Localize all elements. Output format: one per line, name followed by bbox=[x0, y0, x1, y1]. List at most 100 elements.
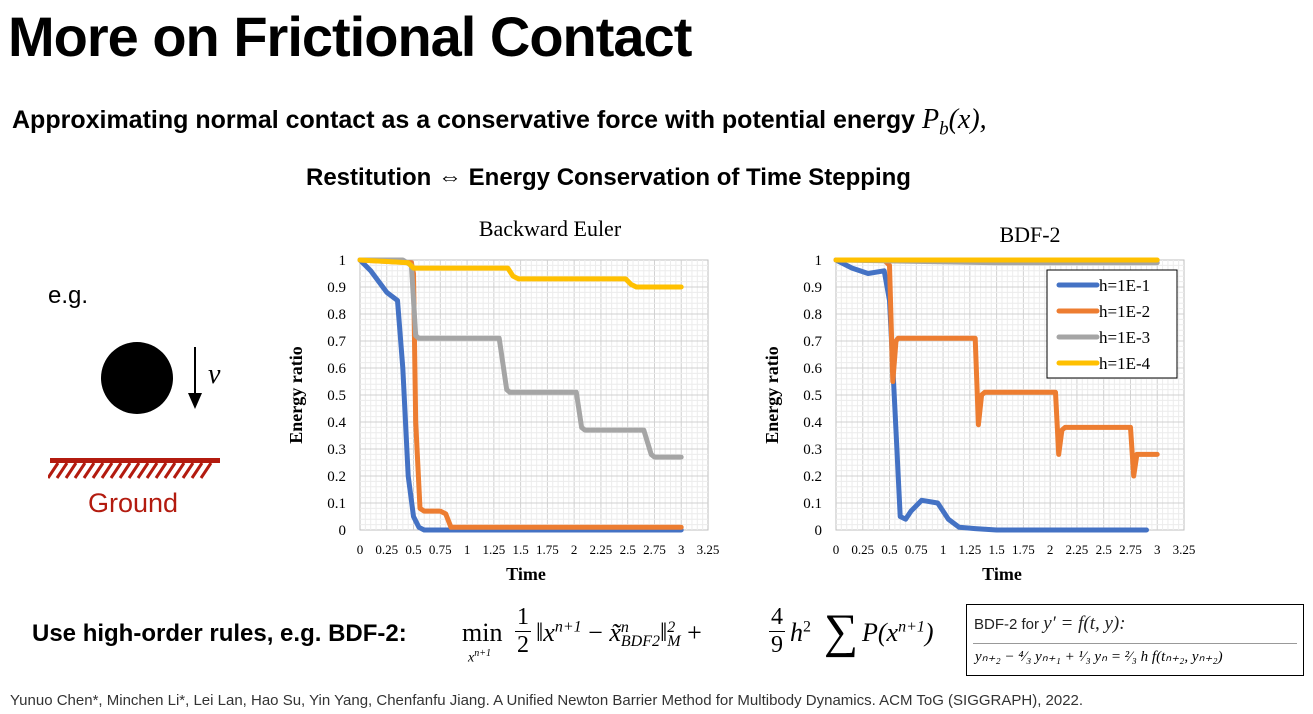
x-tick-label: 0.5 bbox=[405, 542, 421, 557]
x-tick-label: 3 bbox=[1154, 542, 1161, 557]
hatch-mark bbox=[181, 462, 195, 479]
x-tick-label: 2 bbox=[1047, 542, 1054, 557]
bdf2-box-divider bbox=[973, 643, 1297, 644]
formula-potential: P(xn+1) bbox=[862, 618, 934, 647]
hatch-mark bbox=[91, 462, 105, 479]
falling-ball-illustration: v bbox=[101, 342, 221, 414]
ground-line bbox=[50, 458, 220, 463]
x-tick-label: 3.25 bbox=[1173, 542, 1196, 557]
y-tick-label: 0.1 bbox=[803, 496, 822, 512]
x-tick-label: 2 bbox=[571, 542, 578, 557]
y-tick-label: 0.6 bbox=[803, 361, 822, 377]
optimization-formula: min xn+1 1 2 ‖xn+1 − x̃ n BDF2 ‖ 2 M + 4 9 h2… bbox=[462, 600, 962, 670]
x-axis-label: Time bbox=[506, 564, 546, 584]
x-tick-label: 2.25 bbox=[1066, 542, 1089, 557]
formula-four-ninths: 4 9 bbox=[769, 604, 785, 658]
hatch-mark bbox=[109, 462, 123, 479]
bdf2-definition-box: BDF-2 for y′ = f(t, y): yₙ₊₂ − ⁴⁄₃ yₙ₊₁ … bbox=[966, 604, 1304, 676]
x-axis-label: Time bbox=[982, 564, 1022, 584]
y-tick-label: 0.2 bbox=[803, 469, 822, 485]
ground-label: Ground bbox=[88, 488, 179, 518]
formula-half: 1 2 bbox=[515, 604, 531, 658]
y-tick-label: 0.9 bbox=[803, 280, 822, 296]
x-tick-label: 3.25 bbox=[697, 542, 720, 557]
series-line-3 bbox=[357, 257, 684, 460]
hatch-mark bbox=[82, 462, 96, 479]
example-label: e.g. bbox=[48, 282, 89, 309]
backward-euler-chart: 0 0.1 0.2 0.3 0.4 0.5 0.6 0.7 0.8 0.9 1 0 0.25 0.5 0.7… bbox=[286, 253, 720, 584]
series-line-1 bbox=[357, 257, 684, 533]
y-tick-label: 0.7 bbox=[803, 334, 822, 350]
formula-h-squared: h2 bbox=[790, 618, 811, 647]
y-tick-label: 1 bbox=[339, 253, 347, 269]
y-tick-label: 0 bbox=[815, 523, 823, 539]
hatch-mark bbox=[172, 462, 186, 479]
formula-norm-term: ‖xn+1 − x̃ n BDF2 ‖ 2 M + bbox=[536, 618, 702, 651]
x-tick-label: 3 bbox=[678, 542, 685, 557]
x-tick-label: 1.25 bbox=[958, 542, 981, 557]
x-tick-label: 1 bbox=[940, 542, 947, 557]
y-tick-label: 0.1 bbox=[327, 496, 346, 512]
hatch-mark bbox=[199, 462, 213, 479]
legend-label: h=1E-3 bbox=[1099, 328, 1150, 347]
x-tick-label: 0.75 bbox=[905, 542, 928, 557]
hatch-mark bbox=[127, 462, 141, 479]
legend-label: h=1E-1 bbox=[1099, 276, 1150, 295]
x-tick-label: 1.25 bbox=[482, 542, 505, 557]
restitution-heading: Restitution ⇔ Energy Conservation of Tim… bbox=[306, 164, 911, 191]
chart-title-backward-euler: Backward Euler bbox=[478, 216, 622, 241]
x-tick-label: 2.25 bbox=[590, 542, 613, 557]
hatch-mark bbox=[118, 462, 132, 479]
x-tick-label: 0.5 bbox=[881, 542, 897, 557]
x-tick-label: 2.5 bbox=[1096, 542, 1112, 557]
x-tick-label: 1 bbox=[464, 542, 471, 557]
y-axis-label: Energy ratio bbox=[286, 346, 306, 443]
x-tick-label: 2.75 bbox=[1119, 542, 1142, 557]
hatch-mark bbox=[154, 462, 168, 479]
series-line-4 bbox=[357, 257, 684, 290]
y-tick-label: 0.3 bbox=[803, 442, 822, 458]
hatch-mark bbox=[190, 462, 204, 479]
hatch-mark bbox=[55, 462, 69, 479]
x-tick-label: 0 bbox=[357, 542, 364, 557]
y-tick-label: 0.5 bbox=[803, 388, 822, 404]
y-tick-label: 0.7 bbox=[327, 334, 346, 350]
formula-min: min xn+1 bbox=[462, 618, 503, 666]
x-tick-label: 1.75 bbox=[1012, 542, 1035, 557]
y-tick-label: 0.3 bbox=[327, 442, 346, 458]
hatch-mark bbox=[136, 462, 150, 479]
ball-shape bbox=[101, 342, 173, 414]
hatch-mark bbox=[163, 462, 177, 479]
y-tick-label: 0.5 bbox=[327, 388, 346, 404]
x-tick-label: 2.5 bbox=[620, 542, 636, 557]
x-tick-label: 1.5 bbox=[512, 542, 528, 557]
x-tick-label: 0.25 bbox=[851, 542, 874, 557]
bdf2-chart: 0 0.1 0.2 0.3 0.4 0.5 0.6 0.7 0.8 0.9 1 0 0.25 0.5 0.7… bbox=[762, 253, 1196, 584]
y-tick-label: 0.9 bbox=[327, 280, 346, 296]
series-line-2 bbox=[833, 257, 1160, 479]
x-tick-label: 2.75 bbox=[643, 542, 666, 557]
bdf2-box-line1: BDF-2 for y′ = f(t, y): bbox=[974, 613, 1126, 634]
x-tick-label: 0 bbox=[833, 542, 840, 557]
y-tick-label: 0.4 bbox=[327, 415, 346, 431]
formula-sum: ∑ bbox=[824, 605, 859, 658]
velocity-arrowhead bbox=[188, 393, 202, 409]
bdf2-box-line2: yₙ₊₂ − ⁴⁄₃ yₙ₊₁ + ¹⁄₃ yₙ = ²⁄₃ h f(tₙ₊₂,… bbox=[975, 649, 1223, 665]
series-line-1 bbox=[833, 257, 1149, 533]
hatch-mark bbox=[73, 462, 87, 479]
x-tick-label: 0.25 bbox=[375, 542, 398, 557]
citation: Yunuo Chen*, Minchen Li*, Lei Lan, Hao S… bbox=[10, 692, 1084, 709]
high-order-rules-label: Use high-order rules, e.g. BDF-2: bbox=[32, 620, 407, 647]
y-tick-label: 0.4 bbox=[803, 415, 822, 431]
y-tick-label: 0.8 bbox=[327, 307, 346, 323]
hatch-mark bbox=[64, 462, 78, 479]
hatch-mark bbox=[48, 462, 60, 479]
y-axis-label: Energy ratio bbox=[762, 346, 782, 443]
x-tick-label: 0.75 bbox=[429, 542, 452, 557]
hatch-mark bbox=[145, 462, 159, 479]
slide-subtitle: Approximating normal contact as a conser… bbox=[12, 104, 987, 141]
legend-box bbox=[1046, 269, 1178, 379]
y-tick-label: 1 bbox=[815, 253, 823, 269]
legend-label: h=1E-4 bbox=[1099, 354, 1151, 373]
velocity-label: v bbox=[208, 359, 221, 390]
